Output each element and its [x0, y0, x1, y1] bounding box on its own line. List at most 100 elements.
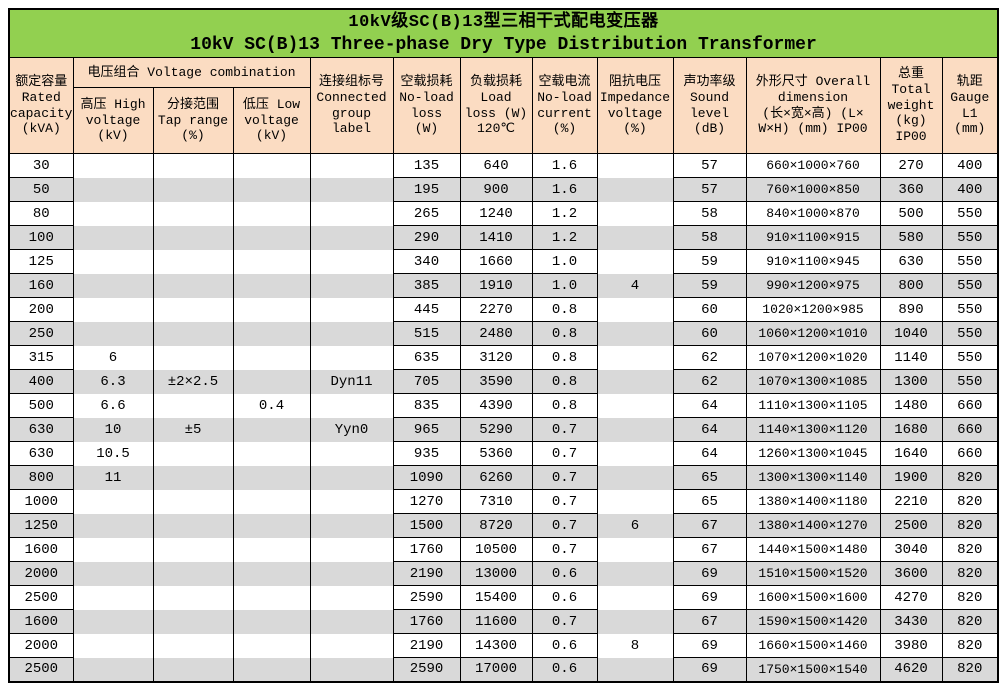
cell-lv: 0.4	[232, 393, 311, 418]
cell-tap: ±5	[152, 417, 234, 442]
cell-load_loss: 2270	[459, 297, 533, 322]
cell-capacity: 2000	[8, 561, 74, 586]
cell-sound: 67	[672, 537, 747, 562]
cell-hv	[72, 513, 154, 538]
cell-load_loss: 7310	[459, 489, 533, 514]
cell-hv: 10.5	[72, 441, 154, 466]
cell-group	[309, 489, 394, 514]
cell-no_load_current: 0.7	[531, 537, 598, 562]
cell-no_load_loss: 635	[392, 345, 461, 370]
title-row: 10kV级SC(B)13型三相干式配电变压器 10kV SC(B)13 Thre…	[8, 8, 999, 58]
cell-tap	[152, 273, 234, 298]
cell-sound: 57	[672, 153, 747, 178]
cell-dimension: 1070×1200×1020	[745, 345, 881, 370]
cell-lv	[232, 585, 311, 610]
cell-group	[309, 441, 394, 466]
cell-gauge: 550	[941, 369, 999, 394]
cell-group: Yyn0	[309, 417, 394, 442]
cell-lv	[232, 489, 311, 514]
col-header-no-load-loss: 空载损耗 No-load loss (W)	[392, 57, 461, 154]
cell-no_load_current: 0.8	[531, 369, 598, 394]
cell-group	[309, 273, 394, 298]
cell-group	[309, 153, 394, 178]
cell-dimension: 910×1100×915	[745, 225, 881, 250]
cell-impedance	[596, 177, 674, 202]
cell-no_load_current: 0.8	[531, 297, 598, 322]
cell-load_loss: 640	[459, 153, 533, 178]
cell-sound: 58	[672, 201, 747, 226]
cell-gauge: 820	[941, 657, 999, 682]
cell-group	[309, 177, 394, 202]
cell-group	[309, 585, 394, 610]
cell-gauge: 660	[941, 441, 999, 466]
col-header-gauge: 轨距 Gauge L1 (mm)	[941, 57, 999, 154]
cell-impedance	[596, 441, 674, 466]
cell-tap	[152, 345, 234, 370]
cell-hv	[72, 633, 154, 658]
col-header-dimension: 外形尺寸 Overall dimension (长×宽×高) (L× W×H) …	[745, 57, 881, 154]
cell-sound: 62	[672, 369, 747, 394]
cell-no_load_current: 0.6	[531, 633, 598, 658]
cell-load_loss: 15400	[459, 585, 533, 610]
table-row: 630 10.5 935 5360 0.7 64 1260×1300×1045 1640 660	[8, 441, 999, 466]
cell-gauge: 660	[941, 417, 999, 442]
cell-no_load_loss: 2590	[392, 585, 461, 610]
cell-sound: 69	[672, 633, 747, 658]
cell-hv	[72, 585, 154, 610]
cell-capacity: 100	[8, 225, 74, 250]
cell-capacity: 50	[8, 177, 74, 202]
cell-gauge: 660	[941, 393, 999, 418]
cell-lv	[232, 657, 311, 682]
cell-load_loss: 10500	[459, 537, 533, 562]
cell-impedance	[596, 393, 674, 418]
cell-lv	[232, 633, 311, 658]
cell-no_load_current: 0.7	[531, 489, 598, 514]
cell-capacity: 2500	[8, 657, 74, 682]
cell-hv	[72, 321, 154, 346]
cell-hv	[72, 297, 154, 322]
cell-sound: 67	[672, 513, 747, 538]
cell-sound: 67	[672, 609, 747, 634]
cell-dimension: 1300×1300×1140	[745, 465, 881, 490]
cell-weight: 1300	[879, 369, 943, 394]
title-line-en: 10kV SC(B)13 Three-phase Dry Type Distri…	[190, 35, 817, 55]
cell-impedance	[596, 201, 674, 226]
cell-dimension: 660×1000×760	[745, 153, 881, 178]
cell-dimension: 910×1100×945	[745, 249, 881, 274]
cell-lv	[232, 465, 311, 490]
cell-tap	[152, 537, 234, 562]
cell-hv	[72, 489, 154, 514]
cell-tap	[152, 657, 234, 682]
cell-hv	[72, 249, 154, 274]
cell-hv	[72, 225, 154, 250]
cell-hv	[72, 177, 154, 202]
cell-no_load_current: 0.7	[531, 513, 598, 538]
cell-lv	[232, 321, 311, 346]
table-row: 2500 2590 15400 0.6 69 1600×1500×1600 4270 820	[8, 585, 999, 610]
cell-group: Dyn11	[309, 369, 394, 394]
cell-capacity: 160	[8, 273, 74, 298]
cell-hv	[72, 561, 154, 586]
cell-capacity: 630	[8, 441, 74, 466]
cell-hv: 6	[72, 345, 154, 370]
table-row: 1600 1760 11600 0.7 67 1590×1500×1420 3430 820	[8, 609, 999, 634]
header-sub-row: 高压 High voltage (kV) 分接范围 Tap range (%) …	[9, 87, 998, 154]
cell-weight: 3430	[879, 609, 943, 634]
cell-no_load_loss: 835	[392, 393, 461, 418]
cell-gauge: 820	[941, 585, 999, 610]
cell-dimension: 1590×1500×1420	[745, 609, 881, 634]
col-header-sound-level: 声功率级 Sound level (dB)	[672, 57, 747, 154]
cell-group	[309, 537, 394, 562]
cell-sound: 58	[672, 225, 747, 250]
transformer-spec-table: 10kV级SC(B)13型三相干式配电变压器 10kV SC(B)13 Thre…	[8, 8, 1000, 683]
table-row: 100 290 1410 1.2 58 910×1100×915 580 550	[8, 225, 999, 250]
cell-capacity: 80	[8, 201, 74, 226]
cell-weight: 1640	[879, 441, 943, 466]
cell-impedance	[596, 297, 674, 322]
cell-sound: 65	[672, 465, 747, 490]
cell-tap	[152, 249, 234, 274]
cell-capacity: 1600	[8, 537, 74, 562]
cell-no_load_loss: 2190	[392, 561, 461, 586]
cell-capacity: 30	[8, 153, 74, 178]
